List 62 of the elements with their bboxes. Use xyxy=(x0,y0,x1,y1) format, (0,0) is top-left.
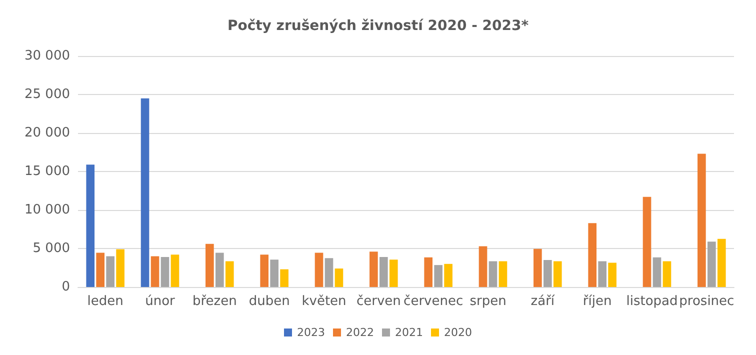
y-tick-label: 10 000 xyxy=(24,202,70,218)
bar xyxy=(260,254,268,287)
bar xyxy=(662,261,672,287)
bar xyxy=(150,256,160,287)
bar xyxy=(206,244,214,287)
bar xyxy=(225,261,234,287)
bar xyxy=(270,260,278,287)
x-tick-label: říjen xyxy=(582,294,612,309)
y-tick-label: 25 000 xyxy=(24,87,70,102)
bar xyxy=(116,249,124,287)
y-tick-label: 5 000 xyxy=(32,241,70,256)
x-tick-label: leden xyxy=(87,294,124,309)
x-tick-label: prosinec xyxy=(679,294,734,309)
bar xyxy=(280,269,288,287)
bar xyxy=(478,246,488,287)
bar xyxy=(488,261,498,287)
y-tick-label: 20 000 xyxy=(24,126,70,140)
bar xyxy=(652,257,662,287)
y-tick-label: 0 xyxy=(62,280,70,294)
bar xyxy=(106,256,114,287)
bar xyxy=(434,265,442,287)
bar xyxy=(370,252,378,287)
legend-label: 2020 xyxy=(444,326,472,339)
bar xyxy=(698,154,706,287)
chart-title: Počty zrušených živností 2020 - 2023* xyxy=(227,18,530,34)
bar xyxy=(389,260,398,287)
bar xyxy=(380,256,388,287)
bar xyxy=(642,196,652,287)
x-tick-label: září xyxy=(530,294,555,309)
bar xyxy=(498,261,508,287)
bar xyxy=(553,261,562,287)
legend-label: 2023 xyxy=(297,326,326,339)
x-tick-label: květen xyxy=(302,294,346,309)
x-tick-label: srpen xyxy=(470,294,506,309)
bar xyxy=(598,261,606,287)
bar xyxy=(444,264,452,287)
bar xyxy=(534,248,542,287)
bar xyxy=(324,258,334,287)
x-tick-label: březen xyxy=(192,294,237,309)
y-tick-label: 30 000 xyxy=(24,48,70,64)
x-tick-label: duben xyxy=(248,294,290,309)
bar xyxy=(170,254,180,287)
legend-label: 2021 xyxy=(395,326,423,339)
bar xyxy=(588,223,596,287)
y-tick-label: 15 000 xyxy=(24,164,70,179)
x-tick-label: listopad xyxy=(626,294,678,309)
bar xyxy=(216,252,224,287)
bar xyxy=(334,268,344,287)
bar xyxy=(717,238,726,287)
bar xyxy=(708,242,716,287)
x-tick-label: červen xyxy=(356,294,401,309)
bar xyxy=(608,262,616,287)
bar xyxy=(544,260,552,287)
bar xyxy=(140,98,150,287)
bar xyxy=(314,252,324,287)
bar xyxy=(96,252,104,287)
bar xyxy=(160,256,170,287)
bar xyxy=(424,257,432,287)
x-tick-label: červenec xyxy=(404,294,464,309)
legend-label: 2022 xyxy=(346,326,374,339)
bar xyxy=(86,164,95,287)
x-tick-label: únor xyxy=(145,294,176,309)
